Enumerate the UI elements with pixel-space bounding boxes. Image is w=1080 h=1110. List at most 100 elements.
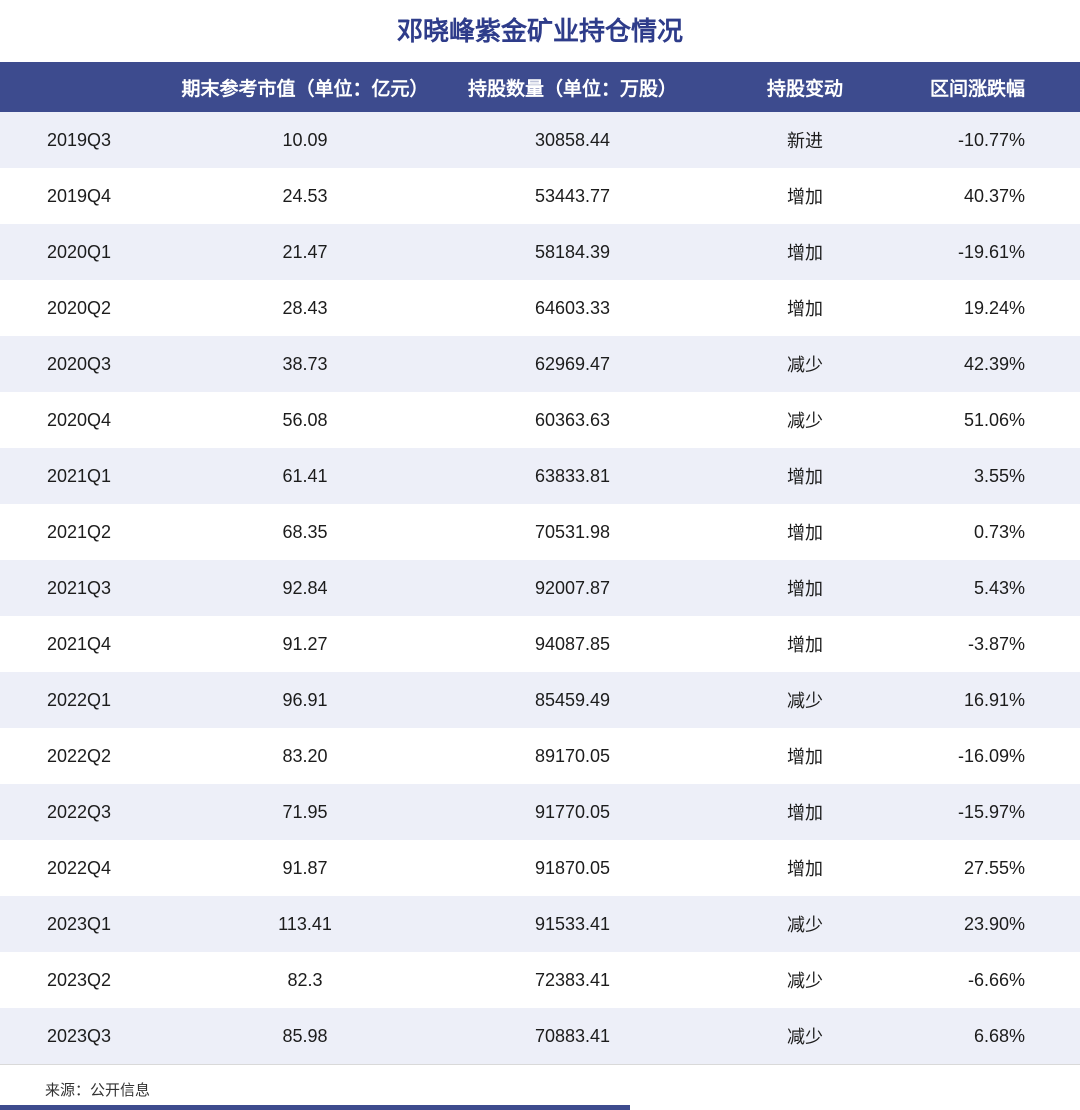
cell-quarter: 2022Q1 <box>47 689 112 710</box>
column-header-quarter <box>0 62 155 112</box>
cell-range-pct: 16.91% <box>963 689 1025 710</box>
table-row: 2022Q4 91.87 91870.05 增加 27.55% <box>0 840 1080 896</box>
cell-shares: 30858.44 <box>534 129 611 150</box>
cell-range-pct: -15.97% <box>957 801 1025 822</box>
table-row: 2020Q4 56.08 60363.63 减少 51.06% <box>0 392 1080 448</box>
cell-change: 增加 <box>787 523 823 543</box>
cell-range-pct: 40.37% <box>963 185 1025 206</box>
cell-change: 增加 <box>787 635 823 655</box>
cell-range-pct: 23.90% <box>963 913 1025 934</box>
cell-shares: 64603.33 <box>534 297 611 318</box>
cell-quarter: 2021Q1 <box>47 465 112 486</box>
cell-market-value: 56.08 <box>282 409 328 430</box>
column-header-change: 持股变动 <box>690 62 920 112</box>
cell-quarter: 2023Q2 <box>47 969 112 990</box>
table-row: 2022Q2 83.20 89170.05 增加 -16.09% <box>0 728 1080 784</box>
table-row: 2021Q2 68.35 70531.98 增加 0.73% <box>0 504 1080 560</box>
table-row: 2022Q1 96.91 85459.49 减少 16.91% <box>0 672 1080 728</box>
cell-range-pct: 5.43% <box>973 577 1025 598</box>
cell-shares: 70531.98 <box>534 521 611 542</box>
cell-market-value: 91.87 <box>282 857 328 878</box>
cell-shares: 92007.87 <box>534 577 611 598</box>
cell-market-value: 21.47 <box>282 241 328 262</box>
table-row: 2022Q3 71.95 91770.05 增加 -15.97% <box>0 784 1080 840</box>
cell-change: 增加 <box>787 243 823 263</box>
cell-change: 减少 <box>787 411 823 431</box>
cell-change: 减少 <box>787 355 823 375</box>
cell-quarter: 2020Q3 <box>47 353 112 374</box>
cell-range-pct: -6.66% <box>967 969 1025 990</box>
cell-quarter: 2022Q2 <box>47 745 112 766</box>
cell-shares: 62969.47 <box>534 353 611 374</box>
cell-range-pct: -3.87% <box>967 633 1025 654</box>
cell-market-value: 92.84 <box>282 577 328 598</box>
cell-change: 增加 <box>787 299 823 319</box>
cell-range-pct: 42.39% <box>963 353 1025 374</box>
cell-quarter: 2021Q4 <box>47 633 112 654</box>
cell-shares: 72383.41 <box>534 969 611 990</box>
table-row: 2019Q4 24.53 53443.77 增加 40.37% <box>0 168 1080 224</box>
cell-market-value: 71.95 <box>282 801 328 822</box>
cell-change: 增加 <box>787 187 823 207</box>
source-note: 来源：公开信息 <box>0 1064 1080 1100</box>
table-row: 2020Q2 28.43 64603.33 增加 19.24% <box>0 280 1080 336</box>
cell-range-pct: 6.68% <box>973 1025 1025 1046</box>
column-header-market-value: 期末参考市值（单位：亿元） <box>155 62 455 112</box>
cell-market-value: 61.41 <box>282 465 328 486</box>
cell-quarter: 2023Q1 <box>47 913 112 934</box>
table-row: 2023Q2 82.3 72383.41 减少 -6.66% <box>0 952 1080 1008</box>
cell-market-value: 85.98 <box>282 1025 328 1046</box>
cell-shares: 70883.41 <box>534 1025 611 1046</box>
cell-market-value: 28.43 <box>282 297 328 318</box>
cell-market-value: 38.73 <box>282 353 328 374</box>
cell-change: 减少 <box>787 691 823 711</box>
cell-quarter: 2022Q3 <box>47 801 112 822</box>
cell-shares: 58184.39 <box>534 241 611 262</box>
cell-quarter: 2022Q4 <box>47 857 112 878</box>
cell-shares: 91770.05 <box>534 801 611 822</box>
cell-market-value: 68.35 <box>282 521 328 542</box>
cell-market-value: 113.41 <box>278 913 332 934</box>
cell-shares: 94087.85 <box>534 633 611 654</box>
cell-range-pct: -10.77% <box>957 129 1025 150</box>
cell-shares: 91870.05 <box>534 857 611 878</box>
table-row: 2021Q3 92.84 92007.87 增加 5.43% <box>0 560 1080 616</box>
bottom-accent-bar <box>0 1105 630 1110</box>
cell-range-pct: -19.61% <box>957 241 1025 262</box>
cell-change: 新进 <box>787 131 823 151</box>
cell-change: 增加 <box>787 579 823 599</box>
cell-range-pct: 19.24% <box>963 297 1025 318</box>
cell-quarter: 2023Q3 <box>47 1025 112 1046</box>
cell-range-pct: 51.06% <box>963 409 1025 430</box>
cell-quarter: 2021Q2 <box>47 521 112 542</box>
table-header-row: 期末参考市值（单位：亿元） 持股数量（单位：万股） 持股变动 区间涨跌幅 <box>0 62 1080 112</box>
cell-change: 减少 <box>787 915 823 935</box>
holdings-table: 期末参考市值（单位：亿元） 持股数量（单位：万股） 持股变动 区间涨跌幅 2019Q3… <box>0 62 1080 1064</box>
cell-shares: 85459.49 <box>534 689 611 710</box>
cell-change: 减少 <box>787 971 823 991</box>
cell-quarter: 2020Q1 <box>47 241 112 262</box>
cell-quarter: 2019Q4 <box>47 185 112 206</box>
cell-market-value: 10.09 <box>282 129 328 150</box>
cell-quarter: 2019Q3 <box>47 129 112 150</box>
table-row: 2023Q1 113.41 91533.41 减少 23.90% <box>0 896 1080 952</box>
cell-market-value: 91.27 <box>282 633 328 654</box>
cell-shares: 91533.41 <box>534 913 611 934</box>
cell-change: 增加 <box>787 467 823 487</box>
column-header-shares: 持股数量（单位：万股） <box>455 62 690 112</box>
cell-range-pct: -16.09% <box>957 745 1025 766</box>
cell-market-value: 83.20 <box>282 745 328 766</box>
cell-change: 增加 <box>787 803 823 823</box>
cell-market-value: 96.91 <box>282 689 328 710</box>
table-row: 2021Q1 61.41 63833.81 增加 3.55% <box>0 448 1080 504</box>
cell-shares: 60363.63 <box>534 409 611 430</box>
table-row: 2021Q4 91.27 94087.85 增加 -3.87% <box>0 616 1080 672</box>
cell-market-value: 24.53 <box>282 185 328 206</box>
table-body: 2019Q3 10.09 30858.44 新进 -10.77% 2019Q4 24.53 5… <box>0 112 1080 1064</box>
column-header-range-pct: 区间涨跌幅 <box>920 62 1080 112</box>
cell-range-pct: 0.73% <box>973 521 1025 542</box>
cell-shares: 53443.77 <box>534 185 611 206</box>
cell-range-pct: 3.55% <box>973 465 1025 486</box>
table-row: 2020Q3 38.73 62969.47 减少 42.39% <box>0 336 1080 392</box>
cell-change: 减少 <box>787 1027 823 1047</box>
